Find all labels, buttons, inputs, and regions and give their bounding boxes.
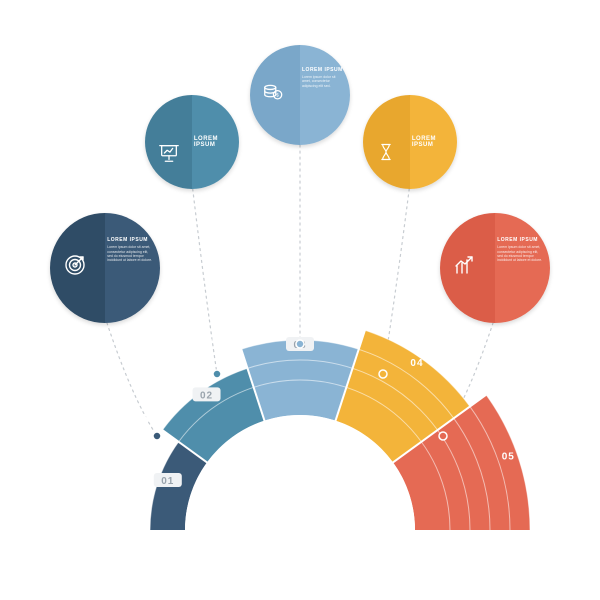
- connector-dot-c4: [379, 370, 387, 378]
- circle-c1: LOREM IPSUM Lorem ipsum dolor sit amet, c…: [50, 213, 160, 323]
- connector-dot-c3: [296, 340, 304, 348]
- circle-body: Lorem ipsum dolor sit amet, consectetur …: [107, 245, 153, 263]
- circle-text-c4: LOREM IPSUM: [412, 136, 452, 148]
- circle-text-c2: LOREM IPSUM: [194, 136, 234, 148]
- circle-text-c3: LOREM IPSUM Lorem ipsum dolor sit amet, c…: [302, 67, 344, 88]
- circle-text-c5: LOREM IPSUM Lorem ipsum dolor sit amet, c…: [497, 237, 543, 263]
- circle-c2: LOREM IPSUM: [145, 95, 239, 189]
- circle-text-c1: LOREM IPSUM Lorem ipsum dolor sit amet, c…: [107, 237, 153, 263]
- circle-title: LOREM IPSUM: [107, 237, 153, 243]
- circle-c4: LOREM IPSUM: [363, 95, 457, 189]
- circle-title: LOREM IPSUM: [497, 237, 543, 243]
- circle-title: LOREM IPSUM: [302, 67, 344, 73]
- connector-c2: [192, 183, 217, 374]
- circle-title: LOREM IPSUM: [194, 136, 234, 148]
- connector-dot-c5: [439, 432, 447, 440]
- infographic-stage: 0102030405 LOREM IPSUMLorem ipsum dolor …: [0, 0, 600, 600]
- connector-dot-c2: [213, 370, 221, 378]
- arc-num-04: 04: [410, 358, 423, 369]
- circle-c3: $ LOREM IPSUM Lorem ipsum dolor sit amet, …: [250, 45, 350, 145]
- svg-text:$: $: [276, 93, 279, 98]
- circle-body: Lorem ipsum dolor sit amet, consectetur …: [497, 245, 543, 263]
- circle-c5: LOREM IPSUM Lorem ipsum dolor sit amet, c…: [440, 213, 550, 323]
- connector-c1: [105, 317, 157, 436]
- circle-title: LOREM IPSUM: [412, 136, 452, 148]
- arc-num-02: 02: [200, 390, 213, 401]
- arc-num-01: 01: [161, 476, 174, 487]
- arc-num-05: 05: [502, 451, 515, 462]
- circle-body: Lorem ipsum dolor sit amet, consectetur …: [302, 75, 344, 88]
- connector-dot-c1: [153, 432, 161, 440]
